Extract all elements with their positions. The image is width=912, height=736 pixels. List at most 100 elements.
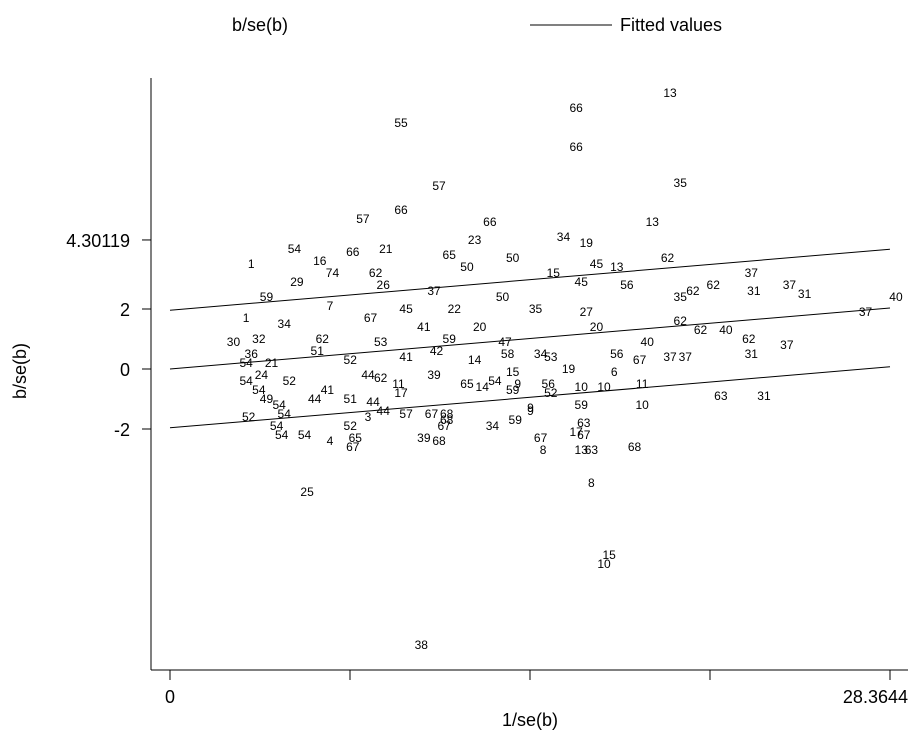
point-label: 74 <box>326 266 340 280</box>
point-label: 66 <box>569 140 583 154</box>
point-label: 59 <box>506 383 520 397</box>
point-label: 66 <box>394 203 408 217</box>
y-tick-label: 0 <box>120 360 130 380</box>
fitted-line <box>169 366 891 429</box>
point-label: 62 <box>374 371 388 385</box>
point-label: 31 <box>747 284 761 298</box>
point-label: 9 <box>514 377 521 391</box>
y-tick-label: 2 <box>120 300 130 320</box>
point-label: 22 <box>448 302 462 316</box>
legend-entry-bse: b/se(b) <box>232 15 288 35</box>
point-label: 54 <box>239 356 253 370</box>
point-label: 66 <box>483 215 497 229</box>
point-label: 25 <box>300 485 314 499</box>
point-label: 39 <box>427 368 441 382</box>
point-label: 10 <box>597 380 611 394</box>
point-label: 54 <box>288 242 302 256</box>
point-label: 14 <box>476 380 490 394</box>
point-label: 62 <box>661 251 675 265</box>
point-label: 54 <box>239 374 253 388</box>
point-label: 47 <box>498 335 512 349</box>
point-label: 58 <box>501 347 515 361</box>
point-label: 50 <box>460 260 474 274</box>
point-label: 52 <box>283 374 297 388</box>
point-label: 40 <box>719 323 733 337</box>
point-label: 41 <box>399 350 413 364</box>
point-label: 11 <box>636 377 649 391</box>
point-label: 1 <box>248 257 255 271</box>
point-label: 37 <box>859 305 873 319</box>
point-label: 31 <box>757 389 771 403</box>
point-label: 68 <box>432 434 446 448</box>
point-label: 8 <box>588 476 595 490</box>
point-label: 37 <box>663 350 677 364</box>
y-ticks: 4.30119 2 0 -2 <box>66 231 151 440</box>
point-label: 56 <box>620 278 634 292</box>
point-label: 44 <box>361 368 375 382</box>
point-label: 62 <box>316 332 330 346</box>
point-label: 53 <box>544 350 558 364</box>
point-label: 62 <box>674 314 688 328</box>
point-label: 62 <box>694 323 708 337</box>
point-label: 31 <box>745 347 759 361</box>
legend: b/se(b) Fitted values <box>232 15 722 35</box>
point-label: 56 <box>542 377 556 391</box>
point-label: 34 <box>278 317 292 331</box>
point-label: 45 <box>575 275 589 289</box>
point-label: 54 <box>272 398 286 412</box>
point-label: 24 <box>255 368 269 382</box>
point-label: 41 <box>417 320 431 334</box>
point-label: 59 <box>509 413 523 427</box>
point-label: 27 <box>580 305 594 319</box>
point-label: 41 <box>321 383 335 397</box>
x-axis-title: 1/se(b) <box>502 710 558 730</box>
point-label: 7 <box>327 299 334 313</box>
point-label: 34 <box>486 419 500 433</box>
point-label: 15 <box>547 266 561 280</box>
point-label: 53 <box>374 335 388 349</box>
x-ticks: 0 28.3644 <box>165 670 908 707</box>
point-label: 44 <box>366 395 380 409</box>
point-label: 65 <box>349 431 363 445</box>
point-label: 8 <box>540 443 547 457</box>
point-label: 31 <box>798 287 812 301</box>
point-label: 10 <box>597 557 611 571</box>
point-label: 57 <box>399 407 413 421</box>
point-label: 13 <box>610 260 624 274</box>
point-label: 52 <box>344 353 358 367</box>
point-label: 57 <box>432 179 446 193</box>
point-label: 67 <box>437 419 451 433</box>
point-label: 20 <box>473 320 487 334</box>
point-label: 15 <box>506 365 520 379</box>
point-label: 65 <box>460 377 474 391</box>
point-label: 17 <box>394 386 408 400</box>
point-label: 36 <box>245 347 259 361</box>
point-label: 40 <box>641 335 655 349</box>
point-label: 21 <box>379 242 393 256</box>
point-label: 37 <box>427 284 441 298</box>
point-label: 9 <box>527 401 534 415</box>
point-label: 13 <box>575 443 589 457</box>
point-label: 17 <box>569 425 583 439</box>
point-label: 54 <box>252 383 266 397</box>
point-label: 11 <box>392 377 405 391</box>
point-label: 67 <box>425 407 439 421</box>
point-label: 49 <box>260 392 274 406</box>
point-label: 34 <box>534 347 548 361</box>
point-label: 1 <box>243 311 250 325</box>
point-label: 35 <box>674 176 688 190</box>
point-label: 54 <box>488 374 502 388</box>
point-label: 62 <box>686 284 700 298</box>
point-label: 65 <box>443 248 457 262</box>
point-label: 44 <box>308 392 322 406</box>
point-label: 63 <box>577 416 591 430</box>
point-label: 13 <box>646 215 660 229</box>
point-label: 26 <box>377 278 391 292</box>
point-label: 62 <box>707 278 721 292</box>
point-label: 34 <box>557 230 571 244</box>
point-label: 66 <box>569 101 583 115</box>
point-label: 10 <box>575 380 589 394</box>
point-label: 54 <box>278 407 292 421</box>
